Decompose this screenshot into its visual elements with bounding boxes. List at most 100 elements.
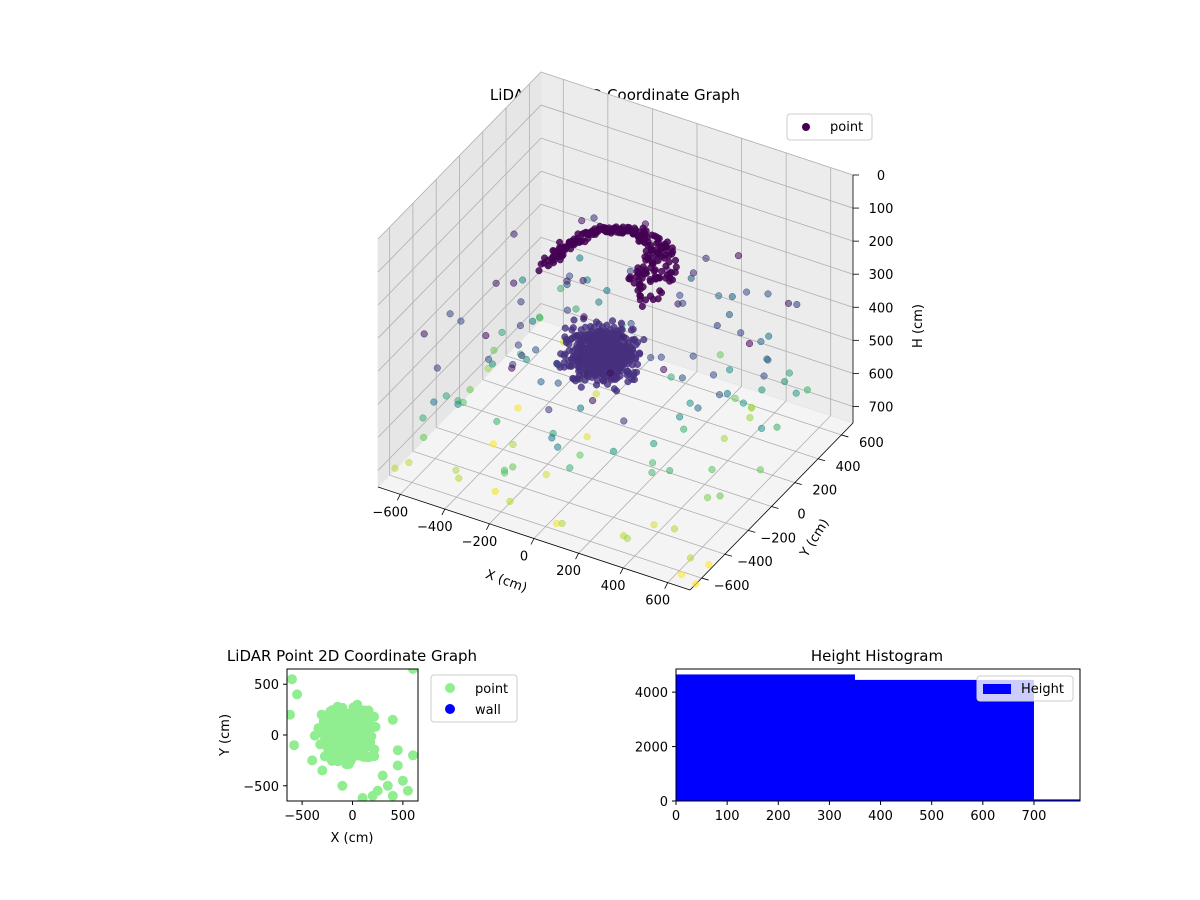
point-3d (454, 400, 462, 408)
point-3d (624, 349, 632, 357)
point-3d (553, 360, 561, 368)
point-2d (402, 785, 413, 796)
chart-2d-xlabel: X (cm) (331, 831, 374, 846)
grid-z-left (377, 270, 542, 438)
tick-label-x-3d: 0 (520, 550, 528, 565)
point-3d (581, 370, 589, 378)
point-3d (420, 330, 428, 338)
tick-label-z-3d: 700 (869, 400, 894, 415)
point-2d (317, 765, 328, 776)
point-3d (657, 289, 666, 297)
tick-label-z-3d: 400 (869, 301, 894, 316)
point-3d (726, 366, 734, 374)
point-3d (692, 580, 700, 588)
point-3d (609, 447, 618, 455)
tick-label-y-2d: −500 (243, 780, 279, 795)
point-3d (490, 346, 498, 354)
point-3d (508, 364, 516, 372)
point-3d (608, 317, 617, 325)
point-3d (577, 383, 585, 391)
point-3d (516, 322, 524, 330)
point-3d (785, 369, 793, 377)
point-3d (680, 425, 688, 433)
point-3d (577, 404, 585, 412)
tick-label-x-3d: −400 (417, 520, 453, 535)
point-3d (602, 338, 610, 346)
chart-3d: LiDAR Point 3D Coordinate Graph −600−400… (372, 71, 926, 609)
point-2d (397, 775, 408, 786)
point-3d (674, 300, 682, 308)
tick-label-y-3d: −400 (737, 555, 773, 570)
point-2d (377, 770, 388, 781)
point-3d (689, 352, 697, 360)
point-3d (709, 371, 718, 379)
point-3d (636, 296, 644, 304)
point-2d (408, 669, 418, 674)
grid-y-floor (505, 355, 819, 460)
tick-label-x-3d: 400 (601, 579, 626, 594)
point-3d (647, 354, 655, 362)
point-3d (575, 375, 583, 383)
point-3d (585, 333, 593, 341)
tick-label-z-3d: 100 (869, 202, 894, 217)
histogram-bar (1033, 799, 1080, 801)
point-2d (354, 729, 365, 740)
chart-2d: LiDAR Point 2D Coordinate Graph −500 0 500… (218, 647, 518, 846)
point-3d (517, 298, 525, 306)
point-3d (572, 305, 580, 313)
point-3d (658, 267, 666, 275)
point-2d (408, 750, 418, 761)
point-3d (629, 336, 637, 344)
point-3d (612, 330, 620, 338)
point-3d (554, 379, 562, 387)
point-3d (618, 229, 627, 237)
point-3d (715, 391, 724, 399)
tick-x-3d (575, 553, 579, 560)
point-3d (549, 256, 557, 264)
point-3d (760, 372, 768, 380)
chart-3d-xlabel: X (cm) (483, 567, 529, 596)
point-2d (387, 714, 398, 725)
point-3d (537, 260, 545, 268)
point-3d (620, 417, 628, 425)
point-3d (723, 389, 731, 398)
point-3d (632, 273, 640, 281)
point-3d (519, 276, 527, 284)
grid-z-back (540, 104, 854, 209)
point-3d (570, 316, 578, 324)
point-3d (624, 339, 632, 347)
point-3d (498, 328, 506, 336)
chart-3d-legend-label: point (830, 120, 863, 135)
point-2d (287, 709, 295, 720)
point-3d (745, 340, 754, 348)
tick-label-x-hist: 400 (868, 809, 893, 824)
point-3d (616, 372, 624, 380)
point-3d (728, 293, 736, 301)
point-3d (563, 306, 571, 314)
grid-z-back (540, 203, 854, 308)
point-3d (686, 399, 694, 407)
point-3d (556, 256, 564, 264)
chart-2d-points (287, 669, 418, 801)
point-3d (667, 373, 675, 381)
tick-x-3d (664, 582, 669, 589)
point-2d (349, 720, 360, 731)
tick-x-3d (396, 494, 401, 501)
point-3d (638, 302, 646, 310)
point-3d (677, 571, 686, 579)
point-3d (580, 313, 588, 321)
point-3d (482, 332, 490, 340)
tick-label-y-hist: 0 (660, 795, 668, 810)
tick-y-3d (841, 434, 849, 438)
point-3d (567, 245, 575, 253)
grid-z-left (377, 170, 542, 339)
point-3d (591, 348, 599, 356)
tick-y-3d (817, 458, 826, 462)
point-3d (676, 413, 684, 421)
point-3d (578, 363, 586, 371)
point-3d (654, 239, 662, 247)
point-3d (433, 364, 441, 372)
point-3d (506, 497, 514, 505)
tick-y-3d (794, 482, 802, 486)
grid-y-floor (459, 403, 772, 507)
